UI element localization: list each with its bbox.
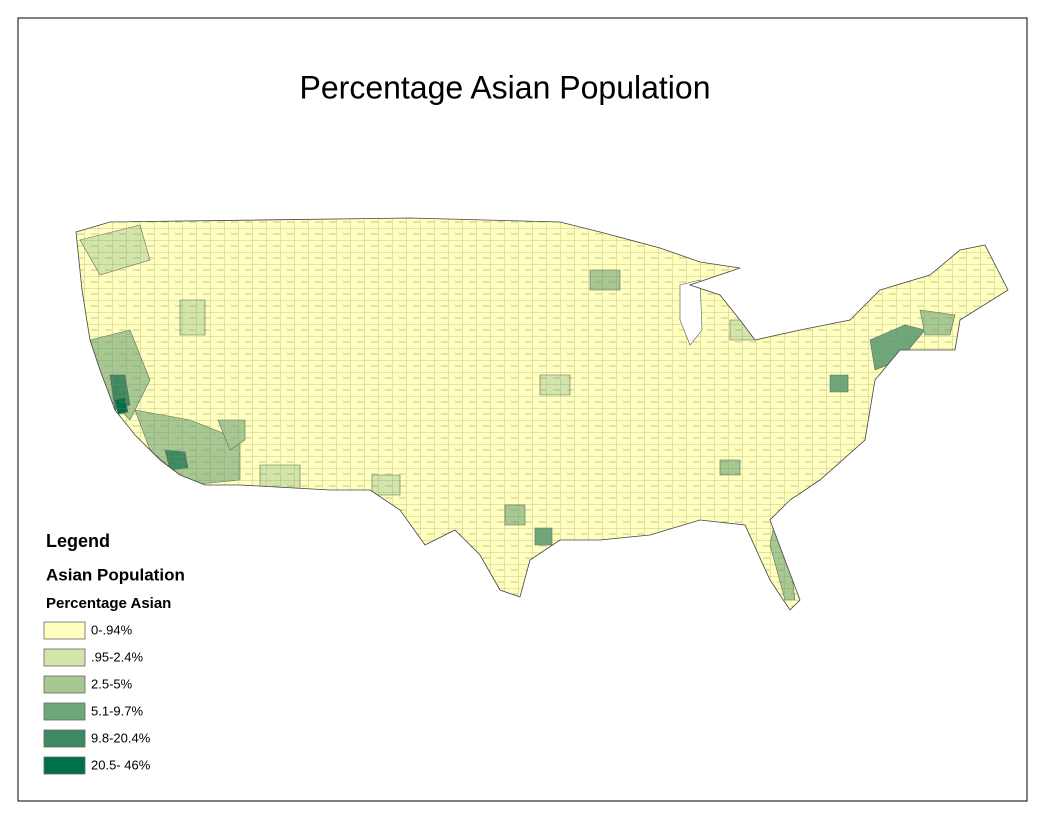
legend-label: 0-.94% (91, 622, 133, 637)
legend-label: 2.5-5% (91, 676, 133, 691)
legend-swatch (43, 756, 86, 775)
legend-label: 20.5- 46% (91, 757, 151, 772)
legend-title: Legend (46, 531, 110, 551)
legend-label: 9.8-20.4% (91, 730, 151, 745)
legend-layer: Asian Population (46, 565, 185, 584)
map-title: Percentage Asian Population (300, 69, 711, 105)
legend: Legend Asian Population Percentage Asian… (43, 531, 185, 775)
legend-swatch (43, 621, 86, 640)
legend-swatch (43, 675, 86, 694)
lake-michigan (679, 279, 703, 346)
legend-swatch (43, 648, 86, 667)
legend-swatch (43, 729, 86, 748)
legend-label: 5.1-9.7% (91, 703, 143, 718)
legend-label: .95-2.4% (91, 649, 143, 664)
us-outline (75, 217, 1009, 611)
legend-field: Percentage Asian (46, 595, 171, 612)
legend-swatch (43, 702, 86, 721)
